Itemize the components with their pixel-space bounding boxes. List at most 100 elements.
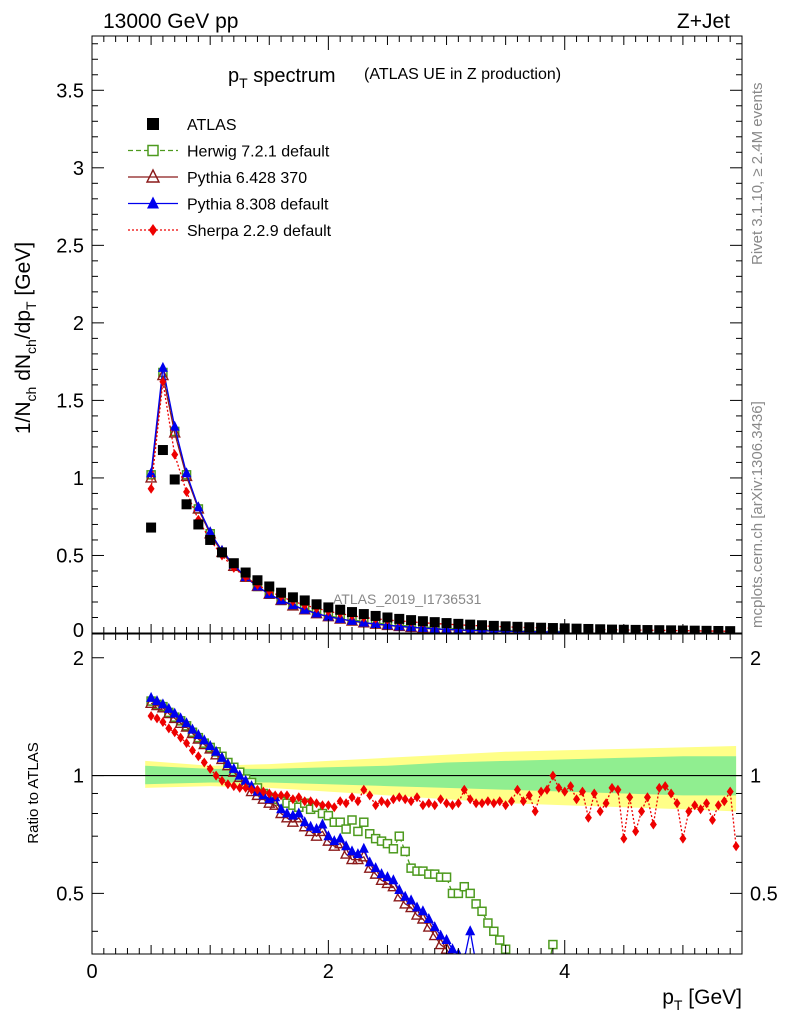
ratio-point [407, 796, 415, 807]
ratio-point [341, 840, 352, 851]
main-y-axis-label: 1/Nch dNch/dpT [GeV] [12, 242, 39, 434]
data-point [193, 519, 204, 530]
ratio-point [453, 958, 463, 968]
energy-label: 13000 GeV pp [103, 10, 238, 33]
ratio-point [555, 782, 563, 793]
ratio-point [543, 784, 551, 795]
ratio-y-tick-label-right: 0.5 [750, 883, 778, 905]
main-plot-ticks [92, 36, 743, 633]
ratio-point [454, 798, 462, 809]
ratio-point [234, 769, 245, 780]
ratio-point [441, 934, 452, 945]
ratio-point [673, 798, 681, 809]
ratio-point [537, 971, 545, 979]
legend-marker [145, 168, 161, 183]
data-point [394, 613, 405, 624]
data-point [181, 467, 192, 478]
legend-marker [148, 224, 158, 236]
ratio-y-axis-label: Ratio to ATLAS [25, 742, 42, 843]
ratio-point [187, 723, 198, 734]
ratio-point [404, 899, 418, 913]
ratio-point [353, 826, 363, 837]
data-point [169, 474, 180, 485]
data-point [264, 581, 275, 592]
ratio-point [299, 816, 310, 827]
y-tick-label: 1.5 [56, 390, 84, 412]
ratio-point [217, 751, 227, 762]
ratio-point [431, 800, 439, 811]
ratio-plot-frame [91, 633, 743, 955]
legend-entry-herwig-7-2-1-default: Herwig 7.2.1 default [128, 144, 330, 161]
ratio-point [655, 782, 663, 793]
ratio-point [614, 784, 622, 795]
ratio-point [175, 712, 186, 723]
ratio-point [732, 841, 740, 852]
ratio-point [313, 798, 321, 809]
ratio-point [181, 717, 192, 728]
ratio-point [406, 894, 417, 905]
ratio-point [602, 798, 610, 809]
ratio-point [543, 971, 551, 979]
ratio-point [342, 798, 350, 809]
x-tick-label: 2 [323, 961, 334, 983]
ratio-point [412, 901, 422, 912]
ratio-point [282, 807, 292, 818]
data-point [171, 449, 179, 460]
data-point [147, 483, 155, 494]
ratio-point [347, 815, 357, 825]
ratio-point [193, 728, 204, 739]
process-label: Z+Jet [677, 10, 730, 33]
ratio-point [703, 798, 711, 809]
ratio-point [165, 723, 173, 734]
ratio-point [169, 707, 180, 718]
mcplots-label: mcplots.cern.ch [arXiv:1306.3436] [749, 401, 766, 628]
legend-label: Herwig 7.2.1 default [187, 144, 330, 161]
ratio-line-sherpa-2-2-9-default [150, 715, 737, 847]
ratio-point [578, 786, 586, 797]
ratio-point [259, 786, 267, 797]
ratio-point [307, 796, 315, 807]
data-point [441, 618, 452, 629]
ratio-point [502, 800, 510, 811]
rivet-label: Rivet 3.1.10, ≥ 2.4M events [749, 83, 766, 266]
ratio-point [183, 738, 191, 749]
ratio-point [171, 727, 179, 738]
ratio-point [318, 800, 326, 811]
legend-label: Sherpa 2.2.9 default [187, 223, 332, 240]
ratio-point [419, 800, 427, 811]
ratio-point [218, 775, 226, 786]
ratio-point [484, 796, 492, 807]
ratio-point [211, 745, 222, 756]
ratio-point [596, 806, 604, 817]
data-point [228, 558, 239, 569]
ratio-point [465, 925, 476, 936]
ratio-point [459, 881, 470, 892]
ratio-point [478, 798, 486, 809]
data-point [146, 522, 157, 533]
ratio-y-tick-label: 0.5 [56, 883, 84, 905]
data-point [183, 486, 191, 497]
ratio-point [448, 800, 456, 811]
ratio-series-herwig-7-2-1-default [146, 696, 558, 979]
ratio-point [394, 831, 405, 841]
data-point [276, 587, 287, 598]
ratio-point [200, 757, 208, 768]
ratio-point [389, 794, 397, 805]
analysis-watermark: ATLAS_2019_I1736531 [333, 591, 482, 607]
data-point [417, 616, 428, 627]
legend-entry-sherpa-2-2-9-default: Sherpa 2.2.9 default [128, 223, 332, 240]
ratio-point [388, 874, 399, 885]
ratio-point [638, 806, 646, 817]
ratio-point [632, 826, 640, 837]
ratio-point [289, 794, 297, 805]
ratio-point [382, 871, 393, 882]
data-point [181, 499, 192, 510]
ratio-point [519, 965, 527, 973]
ratio-point [590, 788, 598, 799]
ratio-point [341, 824, 351, 834]
ratio-point [212, 770, 220, 781]
data-point [205, 526, 216, 537]
ratio-point [400, 890, 411, 901]
y-tick-label: 0.5 [56, 545, 84, 567]
ratio-point [236, 782, 244, 793]
